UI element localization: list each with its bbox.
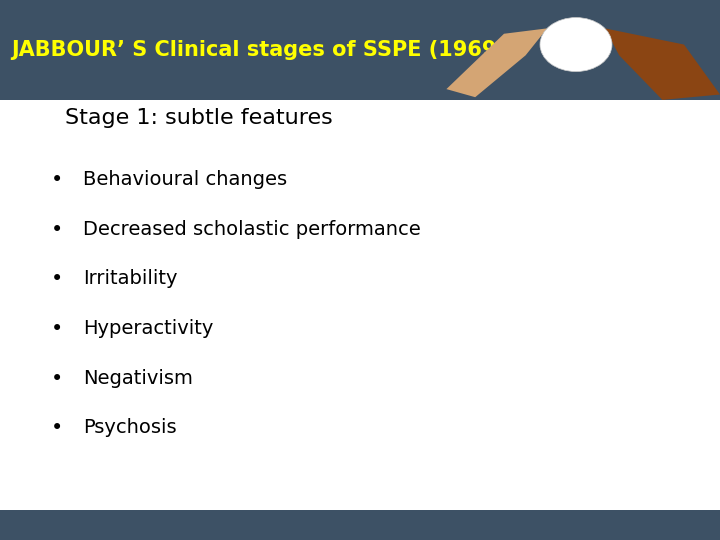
Text: JABBOUR’ S Clinical stages of SSPE (1969): JABBOUR’ S Clinical stages of SSPE (1969… <box>11 40 505 60</box>
Text: •: • <box>50 418 63 438</box>
FancyBboxPatch shape <box>0 510 720 540</box>
Ellipse shape <box>540 17 612 71</box>
Text: •: • <box>50 220 63 240</box>
Text: Decreased scholastic performance: Decreased scholastic performance <box>83 220 420 239</box>
Text: •: • <box>50 269 63 289</box>
Text: •: • <box>50 319 63 339</box>
FancyBboxPatch shape <box>0 0 720 100</box>
Text: Hyperactivity: Hyperactivity <box>83 319 213 338</box>
Text: •: • <box>50 170 63 190</box>
Polygon shape <box>605 28 720 100</box>
Text: Psychosis: Psychosis <box>83 418 176 437</box>
Polygon shape <box>446 28 547 97</box>
FancyBboxPatch shape <box>432 0 720 100</box>
Text: Negativism: Negativism <box>83 369 193 388</box>
Text: Behavioural changes: Behavioural changes <box>83 170 287 189</box>
Text: Stage 1: subtle features: Stage 1: subtle features <box>65 108 333 128</box>
Text: Irritability: Irritability <box>83 269 177 288</box>
Text: •: • <box>50 369 63 389</box>
